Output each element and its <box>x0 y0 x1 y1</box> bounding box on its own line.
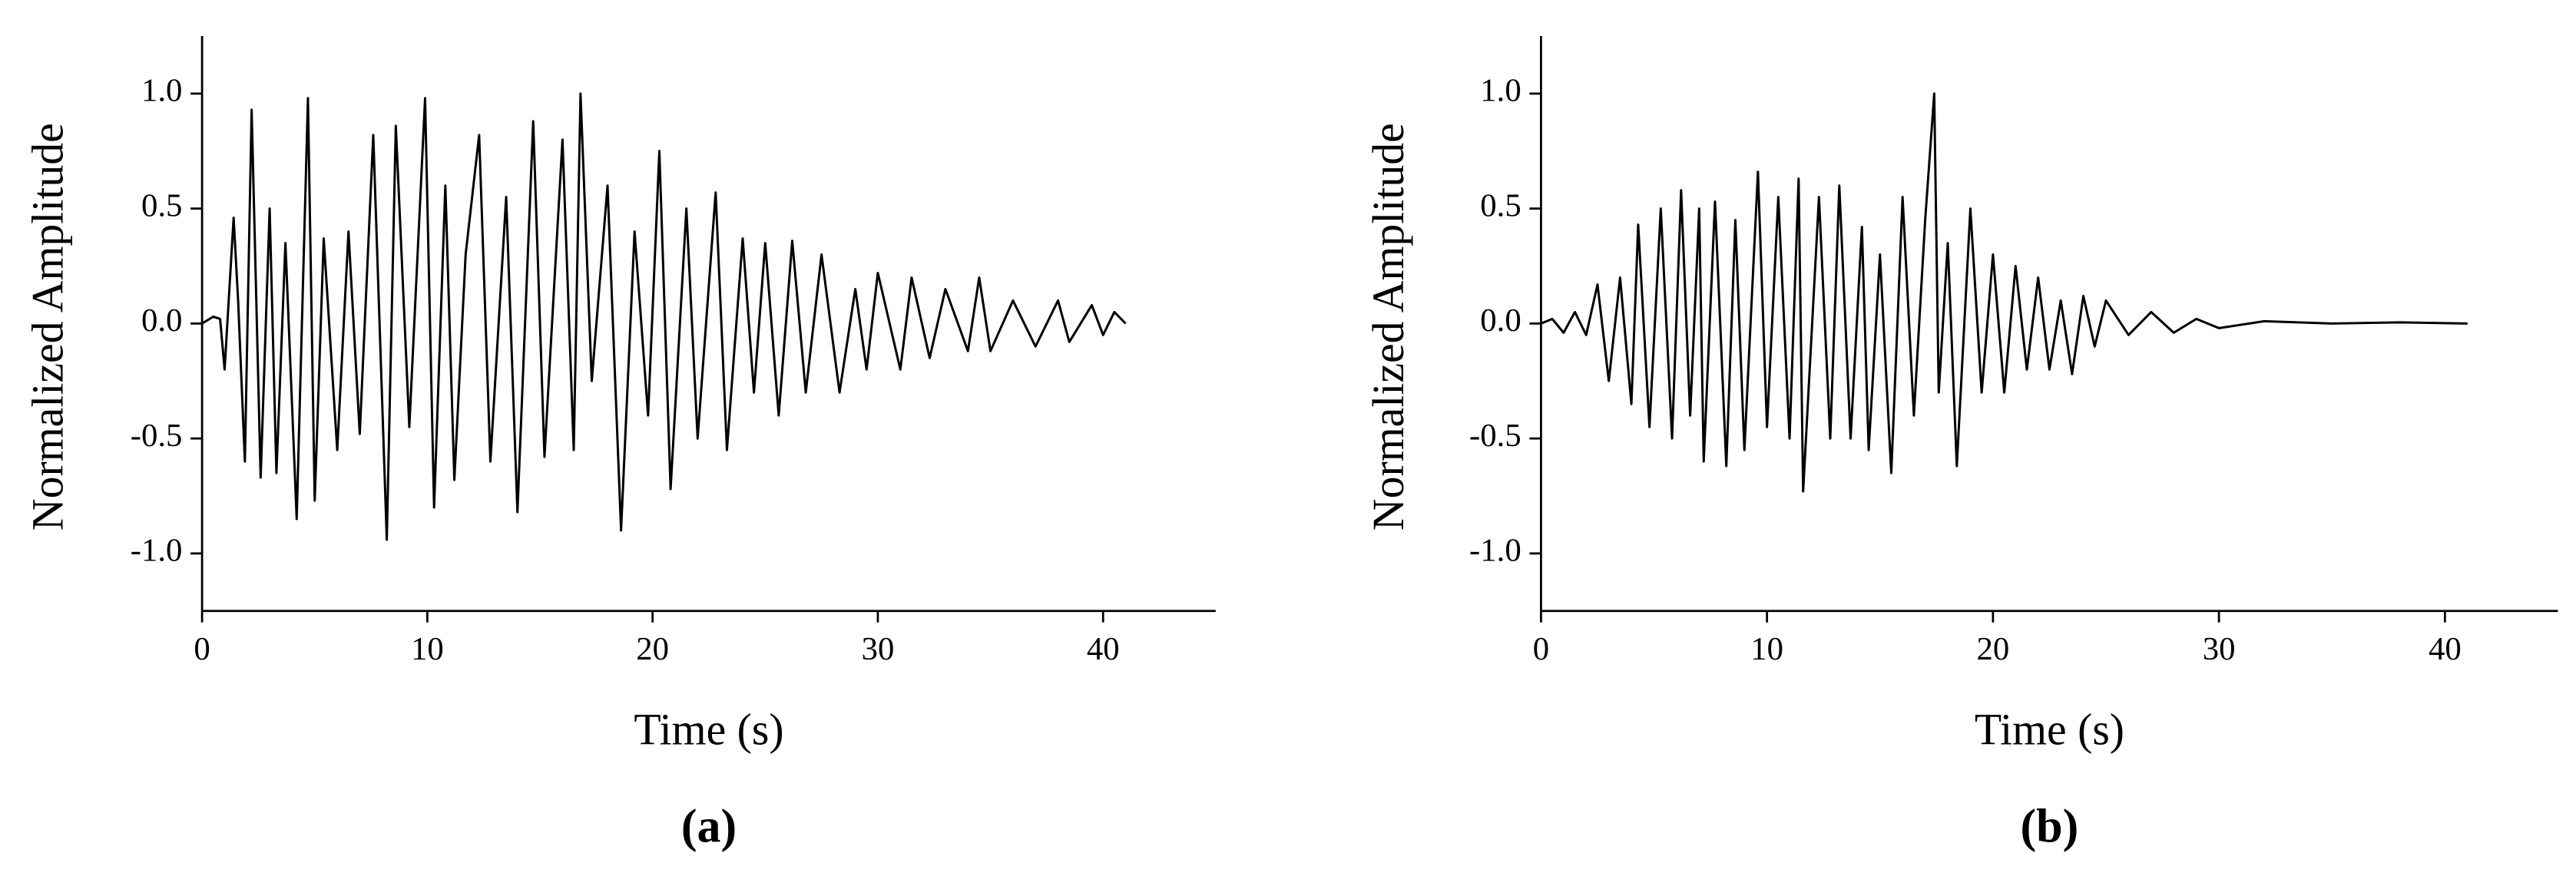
y-tick-label: 1.0 <box>141 73 182 109</box>
x-tick-label: 10 <box>411 631 444 667</box>
y-tick-label: 0.5 <box>1480 187 1521 223</box>
y-tick-label: 0.0 <box>141 302 182 339</box>
y-tick-label: 0.0 <box>1480 302 1521 339</box>
x-tick-label: 0 <box>1533 631 1549 667</box>
y-axis-label: Normalized Amplitude <box>25 123 73 531</box>
x-tick-label: 30 <box>862 631 895 667</box>
x-tick-label: 20 <box>1976 631 2009 667</box>
panel-caption: (b) <box>2021 801 2079 853</box>
y-tick-label: 1.0 <box>1480 73 1521 109</box>
x-axis-label: Time (s) <box>634 706 783 754</box>
y-tick-label: -0.5 <box>1469 418 1521 454</box>
x-tick-label: 10 <box>1750 631 1783 667</box>
x-tick-label: 30 <box>2203 631 2236 667</box>
waveform <box>1540 92 2468 493</box>
y-tick-label: -0.5 <box>131 418 183 454</box>
x-tick-label: 20 <box>636 631 669 667</box>
x-tick-label: 0 <box>194 631 210 667</box>
panel-caption: (a) <box>681 801 737 853</box>
x-axis-label: Time (s) <box>1975 706 2124 754</box>
y-axis-label: Normalized Amplitude <box>1365 123 1413 531</box>
y-tick-label: 0.5 <box>141 187 182 223</box>
x-tick-label: 40 <box>2429 631 2462 667</box>
x-tick-label: 40 <box>1087 631 1120 667</box>
y-tick-label: -1.0 <box>1469 533 1521 569</box>
y-tick-label: -1.0 <box>131 533 183 569</box>
waveform <box>201 92 1127 541</box>
